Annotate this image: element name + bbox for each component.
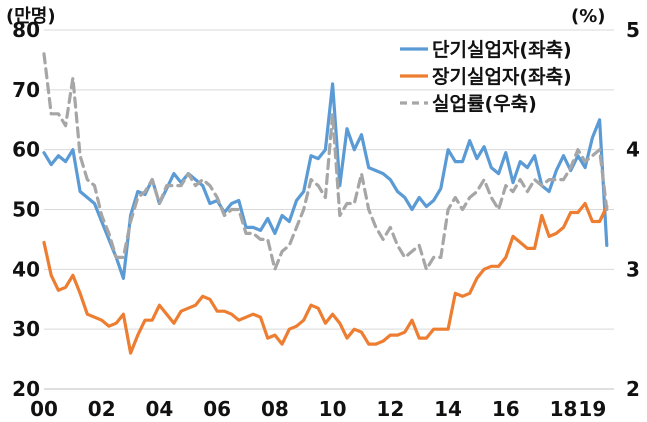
x-tick-label: 06 <box>203 397 231 421</box>
legend-label-2: 장기실업자(좌축) <box>432 66 572 88</box>
left-axis-unit: (만명) <box>6 6 56 27</box>
x-tick-label: 04 <box>146 397 174 421</box>
x-tick-label: 18 <box>550 397 578 421</box>
y-left-tick-label: 70 <box>12 78 40 102</box>
y-right-tick-label: 4 <box>626 138 640 162</box>
x-tick-label: 14 <box>434 397 462 421</box>
legend-label-1: 단기실업자(좌축) <box>432 39 572 61</box>
y-left-tick-label: 80 <box>12 18 40 42</box>
legend-label-3: 실업률(우축) <box>432 93 537 115</box>
y-right-tick-label: 2 <box>626 377 640 401</box>
y-left-tick-label: 20 <box>12 377 40 401</box>
x-tick-label: 10 <box>319 397 347 421</box>
y-axis-right-labels: 2 3 4 5 <box>626 18 640 401</box>
x-tick-label: 16 <box>492 397 520 421</box>
series-lines <box>42 52 609 355</box>
x-tick-label: 19 <box>578 397 606 421</box>
x-axis-labels: 00 02 04 06 08 10 12 14 16 18 19 <box>30 397 606 421</box>
series-line-3 <box>42 52 609 271</box>
y-right-tick-label: 3 <box>626 257 640 281</box>
y-axis-left-labels: 20 30 40 50 60 70 80 <box>12 18 40 401</box>
y-left-tick-label: 40 <box>12 257 40 281</box>
y-left-tick-label: 50 <box>12 198 40 222</box>
x-tick-label: 02 <box>88 397 116 421</box>
y-right-tick-label: 5 <box>626 18 640 42</box>
y-left-tick-label: 60 <box>12 138 40 162</box>
series-line-1 <box>42 82 609 280</box>
series-line-2 <box>42 201 609 355</box>
legend: 단기실업자(좌축) 장기실업자(좌축) 실업률(우축) <box>400 39 572 115</box>
right-axis-unit: (%) <box>571 6 606 27</box>
y-left-tick-label: 30 <box>12 317 40 341</box>
x-tick-label: 08 <box>261 397 289 421</box>
x-tick-label: 00 <box>30 397 58 421</box>
x-tick-label: 12 <box>376 397 404 421</box>
